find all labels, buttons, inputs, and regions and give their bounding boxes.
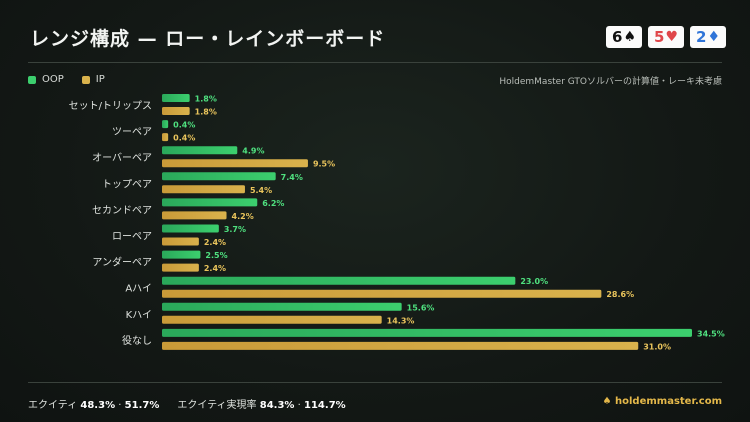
spade-icon: ♠ xyxy=(623,29,636,45)
data-label-ip: 9.5% xyxy=(313,160,335,169)
data-label-oop: 7.4% xyxy=(281,173,303,182)
data-label-ip: 4.2% xyxy=(232,212,254,221)
equity-stat: エクイティ 48.3% · 51.7% xyxy=(28,396,159,411)
category-label: Kハイ xyxy=(126,310,152,321)
category-label: セカンドペア xyxy=(92,204,152,216)
diamond-icon: ♦ xyxy=(707,29,720,45)
data-label-ip: 31.0% xyxy=(643,342,671,351)
data-label-ip: 2.4% xyxy=(204,238,226,247)
bar-oop xyxy=(162,172,276,181)
card-rank: 6 xyxy=(612,28,623,46)
category-label: Aハイ xyxy=(125,284,152,295)
bar-oop xyxy=(162,250,201,259)
category-label: セット/トリップス xyxy=(69,100,152,112)
data-label-ip: 14.3% xyxy=(387,316,415,325)
data-label-oop: 15.6% xyxy=(407,303,435,312)
bar-oop xyxy=(162,198,258,207)
bar-oop xyxy=(162,146,238,155)
data-label-ip: 0.4% xyxy=(173,134,195,143)
board-card-3: 2 ♦ xyxy=(690,26,726,48)
category-label: ツーペア xyxy=(112,127,152,138)
board-card-2: 5 ♥ xyxy=(648,26,684,48)
bar-oop xyxy=(162,94,190,102)
separator: · xyxy=(297,400,301,411)
data-label-ip: 2.4% xyxy=(204,264,226,273)
data-label-oop: 1.8% xyxy=(195,95,217,104)
data-label-ip: 1.8% xyxy=(195,108,217,117)
data-label-oop: 34.5% xyxy=(697,329,725,338)
bar-oop xyxy=(162,328,692,337)
data-label-oop: 2.5% xyxy=(205,251,227,260)
bar-oop xyxy=(162,224,219,233)
category-label: ローペア xyxy=(112,232,152,243)
data-label-oop: 4.9% xyxy=(242,147,264,156)
legend-item-ip: IP xyxy=(81,74,105,85)
bar-ip xyxy=(162,133,169,142)
realization-oop-value: 84.3% xyxy=(259,400,295,411)
bar-oop xyxy=(162,276,516,285)
data-label-oop: 0.4% xyxy=(173,121,195,130)
bar-ip xyxy=(162,315,382,324)
data-label-ip: 28.6% xyxy=(606,290,634,299)
legend-swatch-ip xyxy=(81,75,90,84)
bar-ip xyxy=(162,211,227,220)
data-label-oop: 3.7% xyxy=(224,225,246,234)
legend-item-oop: OOP xyxy=(28,74,64,85)
category-label: 役なし xyxy=(122,334,152,347)
equity-oop-value: 48.3% xyxy=(80,400,116,411)
category-label: トップペア xyxy=(102,178,152,190)
bar-ip xyxy=(162,289,602,298)
separator: · xyxy=(118,400,122,411)
board-card-1: 6 ♠ xyxy=(606,26,642,48)
legend-label-oop: OOP xyxy=(42,74,64,85)
realization-ip-value: 114.7% xyxy=(304,400,346,411)
bar-oop xyxy=(162,120,169,129)
equity-ip-value: 51.7% xyxy=(124,400,160,411)
equity-label: エクイティ xyxy=(28,400,78,411)
category-label: オーバーペア xyxy=(92,152,152,164)
data-label-oop: 23.0% xyxy=(520,277,548,286)
chart-legend: OOP IP xyxy=(28,74,105,85)
bar-ip xyxy=(162,237,199,246)
bar-ip xyxy=(162,185,245,194)
header-divider xyxy=(28,62,722,63)
data-label-oop: 6.2% xyxy=(262,199,284,208)
brand-link[interactable]: ♠ holdemmaster.com xyxy=(602,396,722,407)
bar-oop xyxy=(162,302,402,311)
realization-stat: エクイティ実現率 84.3% · 114.7% xyxy=(177,396,345,411)
footer-divider xyxy=(28,382,722,383)
bar-ip xyxy=(162,263,199,272)
source-note: HoldemMaster GTOソルバーの計算値・レーキ未考慮 xyxy=(499,77,722,87)
bar-ip xyxy=(162,107,190,115)
card-rank: 5 xyxy=(654,28,665,46)
bar-ip xyxy=(162,159,308,168)
page-title: レンジ構成 — ロー・レインボーボード xyxy=(30,28,386,50)
category-label: アンダーペア xyxy=(92,256,152,269)
card-rank: 2 xyxy=(696,28,707,46)
legend-swatch-oop xyxy=(28,75,36,84)
data-label-ip: 5.4% xyxy=(250,186,272,195)
legend-label-ip: IP xyxy=(95,74,105,85)
realization-label: エクイティ実現率 xyxy=(177,400,257,411)
bar-ip xyxy=(162,341,639,350)
heart-icon: ♥ xyxy=(665,29,678,45)
board-cards: 6 ♠ 5 ♥ 2 ♦ xyxy=(606,26,726,48)
footer-stats: エクイティ 48.3% · 51.7% エクイティ実現率 84.3% · 114… xyxy=(28,396,346,411)
